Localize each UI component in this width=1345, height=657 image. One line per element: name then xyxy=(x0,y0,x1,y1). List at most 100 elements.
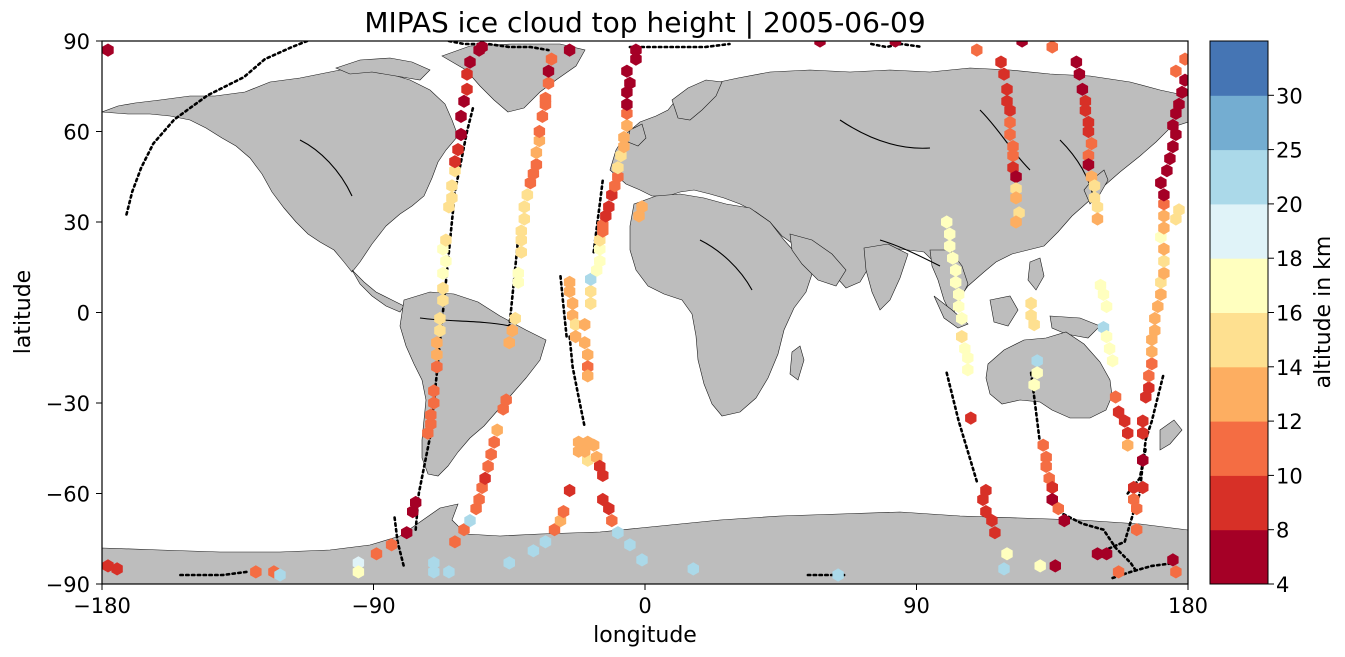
cloud-point xyxy=(461,67,473,81)
cloud-point xyxy=(1028,378,1040,392)
cloud-point xyxy=(1137,414,1149,428)
cloud-point xyxy=(476,41,488,54)
cloud-point xyxy=(1158,266,1170,280)
cloud-point xyxy=(506,324,518,338)
cloud-point xyxy=(1079,94,1092,108)
cloud-point xyxy=(624,538,636,552)
river-line xyxy=(979,109,1031,171)
cloud-point xyxy=(1167,118,1179,133)
cloud-point xyxy=(1091,212,1104,226)
cloud-point xyxy=(401,526,413,540)
cloud-point xyxy=(832,568,844,582)
y-tick-label: −90 xyxy=(46,573,90,597)
cloud-point xyxy=(1040,459,1052,473)
orbit-track xyxy=(1111,561,1178,580)
cloud-point xyxy=(612,161,624,175)
cloud-point xyxy=(621,106,633,120)
river-line xyxy=(419,317,511,327)
orbit-track xyxy=(568,335,587,429)
cloud-point xyxy=(500,393,512,407)
cloud-points xyxy=(102,41,1188,582)
cloud-point xyxy=(630,52,642,66)
cloud-point xyxy=(1137,426,1149,440)
colorbar-tick-label: 30 xyxy=(1276,84,1303,108)
orbit-track xyxy=(559,274,568,338)
cloud-point xyxy=(962,363,974,377)
cloud-point xyxy=(572,435,585,449)
colorbar-tick-label: 20 xyxy=(1276,193,1303,217)
cloud-point xyxy=(1158,242,1170,256)
cloud-point xyxy=(603,502,615,516)
cloud-point xyxy=(557,505,570,519)
cloud-point xyxy=(1167,553,1179,567)
cloud-point xyxy=(431,348,443,362)
cloud-point xyxy=(449,164,461,178)
cloud-point xyxy=(428,556,440,570)
cloud-point xyxy=(953,287,965,301)
cloud-point xyxy=(947,251,959,265)
cloud-point xyxy=(569,330,582,344)
y-tick-label: −30 xyxy=(46,392,90,416)
cloud-point xyxy=(440,233,452,247)
land-india xyxy=(863,243,909,311)
cloud-point xyxy=(1122,438,1134,452)
river-line xyxy=(879,239,941,267)
cloud-point xyxy=(503,336,515,350)
cloud-point xyxy=(1028,318,1040,332)
cloud-point xyxy=(1034,559,1046,573)
cloud-point xyxy=(509,311,521,326)
cloud-point xyxy=(1016,41,1028,48)
cloud-point xyxy=(1170,64,1182,78)
cloud-point xyxy=(352,556,365,570)
cloud-point xyxy=(512,266,524,280)
cloud-point xyxy=(1031,354,1043,368)
cloud-point xyxy=(998,562,1010,576)
cloud-point xyxy=(585,272,597,286)
cloud-point xyxy=(594,242,606,256)
cloud-point xyxy=(1149,311,1161,326)
cloud-point xyxy=(636,200,648,214)
cloud-point xyxy=(566,296,579,311)
colorbar-tick-label: 12 xyxy=(1276,410,1303,434)
cloud-point xyxy=(1155,176,1167,190)
cloud-point xyxy=(1122,426,1134,440)
cloud-point xyxy=(980,505,992,519)
cloud-point xyxy=(1082,115,1095,129)
cloud-point xyxy=(998,67,1010,81)
cloud-point xyxy=(1146,357,1158,371)
cloud-point xyxy=(585,284,597,298)
cloud-point xyxy=(995,55,1007,69)
cloud-point xyxy=(636,553,648,567)
cloud-point xyxy=(352,565,365,579)
cloud-point xyxy=(1031,366,1043,380)
cloud-point xyxy=(482,459,494,473)
cloud-point xyxy=(446,191,458,205)
cloud-point xyxy=(582,360,594,374)
cloud-point xyxy=(434,324,446,338)
cloud-point xyxy=(606,514,618,528)
cloud-point xyxy=(1097,287,1110,301)
cloud-point xyxy=(1010,215,1022,229)
cloud-point xyxy=(385,538,398,552)
cloud-point xyxy=(1004,103,1016,117)
cloud-point xyxy=(102,43,114,57)
cloud-point xyxy=(464,55,476,69)
land-scandinavia xyxy=(671,79,723,121)
colorbar-band xyxy=(1210,529,1268,585)
cloud-point xyxy=(1082,158,1095,172)
cloud-point xyxy=(437,266,449,280)
cloud-point xyxy=(585,296,597,311)
cloud-point xyxy=(464,514,476,528)
x-axis-label: longitude xyxy=(593,623,697,648)
colorbar-band xyxy=(1210,475,1268,531)
cloud-point xyxy=(1040,450,1052,464)
cloud-point xyxy=(563,483,576,498)
cloud-point xyxy=(950,263,962,277)
chart-title: MIPAS ice cloud top height | 2005-06-09 xyxy=(364,6,925,39)
cloud-point xyxy=(437,293,449,307)
cloud-point xyxy=(443,565,455,579)
cloud-point xyxy=(953,299,965,314)
colorbar-ticks: 4 8 10 12 14 16 18 20 25 30 xyxy=(1268,84,1303,597)
cloud-point xyxy=(446,179,458,193)
cloud-point xyxy=(503,556,515,570)
